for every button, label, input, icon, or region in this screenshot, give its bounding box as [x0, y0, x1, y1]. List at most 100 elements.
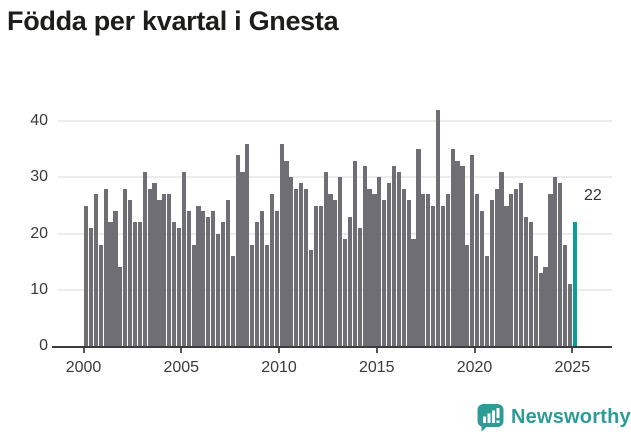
bar: [84, 205, 89, 346]
x-axis-tick-2005: [180, 348, 183, 353]
x-axis-tick-2000: [82, 348, 85, 353]
branding-footer: Newsworthy: [477, 402, 631, 432]
bar: [543, 267, 548, 346]
bar: [396, 171, 401, 346]
bar: [382, 199, 387, 346]
y-axis-label-30: 30: [30, 168, 48, 186]
bar: [211, 211, 216, 346]
bar: [284, 160, 289, 346]
bar: [328, 194, 333, 346]
bar: [279, 143, 284, 346]
bar: [499, 171, 504, 346]
bar: [259, 211, 265, 346]
bar: [460, 166, 465, 346]
bar: [333, 199, 338, 346]
bar: [127, 199, 133, 346]
bar: [455, 160, 460, 346]
gridline-y-30: [58, 176, 612, 179]
bar: [343, 239, 348, 346]
newsworthy-chart-bubble-icon: [477, 403, 504, 432]
bar: [484, 256, 489, 346]
bar: [118, 267, 123, 346]
bar: [362, 166, 367, 346]
bar: [240, 171, 245, 346]
bar: [421, 194, 426, 346]
bar: [514, 188, 519, 346]
x-axis-label-2025: 2025: [554, 359, 591, 376]
bar: [475, 194, 480, 346]
x-axis-tick-2020: [473, 348, 476, 353]
bar: [352, 160, 358, 346]
bar: [401, 188, 406, 346]
bar: [294, 188, 299, 346]
bar: [93, 194, 98, 346]
bar: [445, 194, 450, 346]
bar: [528, 222, 533, 346]
bar: [123, 188, 128, 346]
bar: [103, 188, 108, 346]
bar: [347, 216, 353, 346]
last-value-annotation: 22: [584, 187, 602, 204]
bar: [465, 244, 470, 346]
bar: [269, 194, 274, 346]
x-axis-tick-2025: [571, 348, 574, 353]
bar: [264, 244, 270, 346]
bar: [132, 222, 138, 346]
bar: [377, 177, 382, 346]
y-axis-label-0: 0: [39, 337, 48, 354]
bar: [157, 199, 162, 346]
bar: [137, 222, 142, 346]
bar: [201, 211, 206, 346]
bar: [225, 199, 230, 346]
bar: [289, 177, 294, 346]
bar: [186, 211, 191, 346]
bar: [416, 149, 421, 346]
gridline-y-40: [58, 120, 612, 123]
bar: [167, 194, 172, 346]
bar: [372, 194, 377, 346]
bar: [509, 194, 514, 346]
bar: [318, 205, 323, 346]
bar: [147, 188, 152, 346]
bar: [215, 233, 221, 346]
bar: [176, 227, 182, 346]
bar: [504, 205, 509, 346]
bar-chart-plot-area: 0 10 20 30 40 2000 2005 2010 2015 2020 2025: [30, 109, 612, 376]
bar: [519, 183, 524, 346]
bar: [206, 216, 211, 346]
bar: [196, 205, 201, 346]
bar: [494, 188, 499, 346]
bar: [367, 188, 372, 346]
bar: [450, 149, 455, 346]
chart-title: Födda per kvartal i Gnesta: [7, 6, 339, 36]
bar: [191, 244, 196, 346]
bar: [220, 222, 226, 346]
bar: [245, 143, 250, 346]
bar: [391, 166, 397, 346]
bar: [538, 272, 543, 346]
x-axis-label-2010: 2010: [261, 359, 297, 376]
bar: [489, 199, 494, 346]
bar: [303, 188, 309, 346]
x-axis-line: [52, 346, 612, 348]
bar: [299, 183, 304, 346]
x-axis-label-2020: 2020: [456, 359, 493, 376]
x-axis-tick-2010: [278, 348, 281, 353]
bar: [523, 216, 529, 346]
bar: [308, 250, 314, 346]
y-axis-label-10: 10: [30, 280, 48, 298]
bar: [411, 239, 416, 346]
bar: [171, 222, 177, 346]
y-axis-label-40: 40: [30, 112, 48, 130]
bar: [152, 183, 157, 346]
x-axis-label-2015: 2015: [358, 359, 395, 376]
bar: [181, 171, 186, 346]
x-axis-label-2000: 2000: [65, 359, 102, 376]
bar: [108, 222, 113, 346]
bar: [235, 154, 240, 346]
bar: [162, 194, 167, 346]
bar: [250, 244, 255, 346]
bar: [553, 177, 558, 346]
bar: [435, 109, 441, 346]
brand-name: Newsworthy: [511, 405, 631, 428]
